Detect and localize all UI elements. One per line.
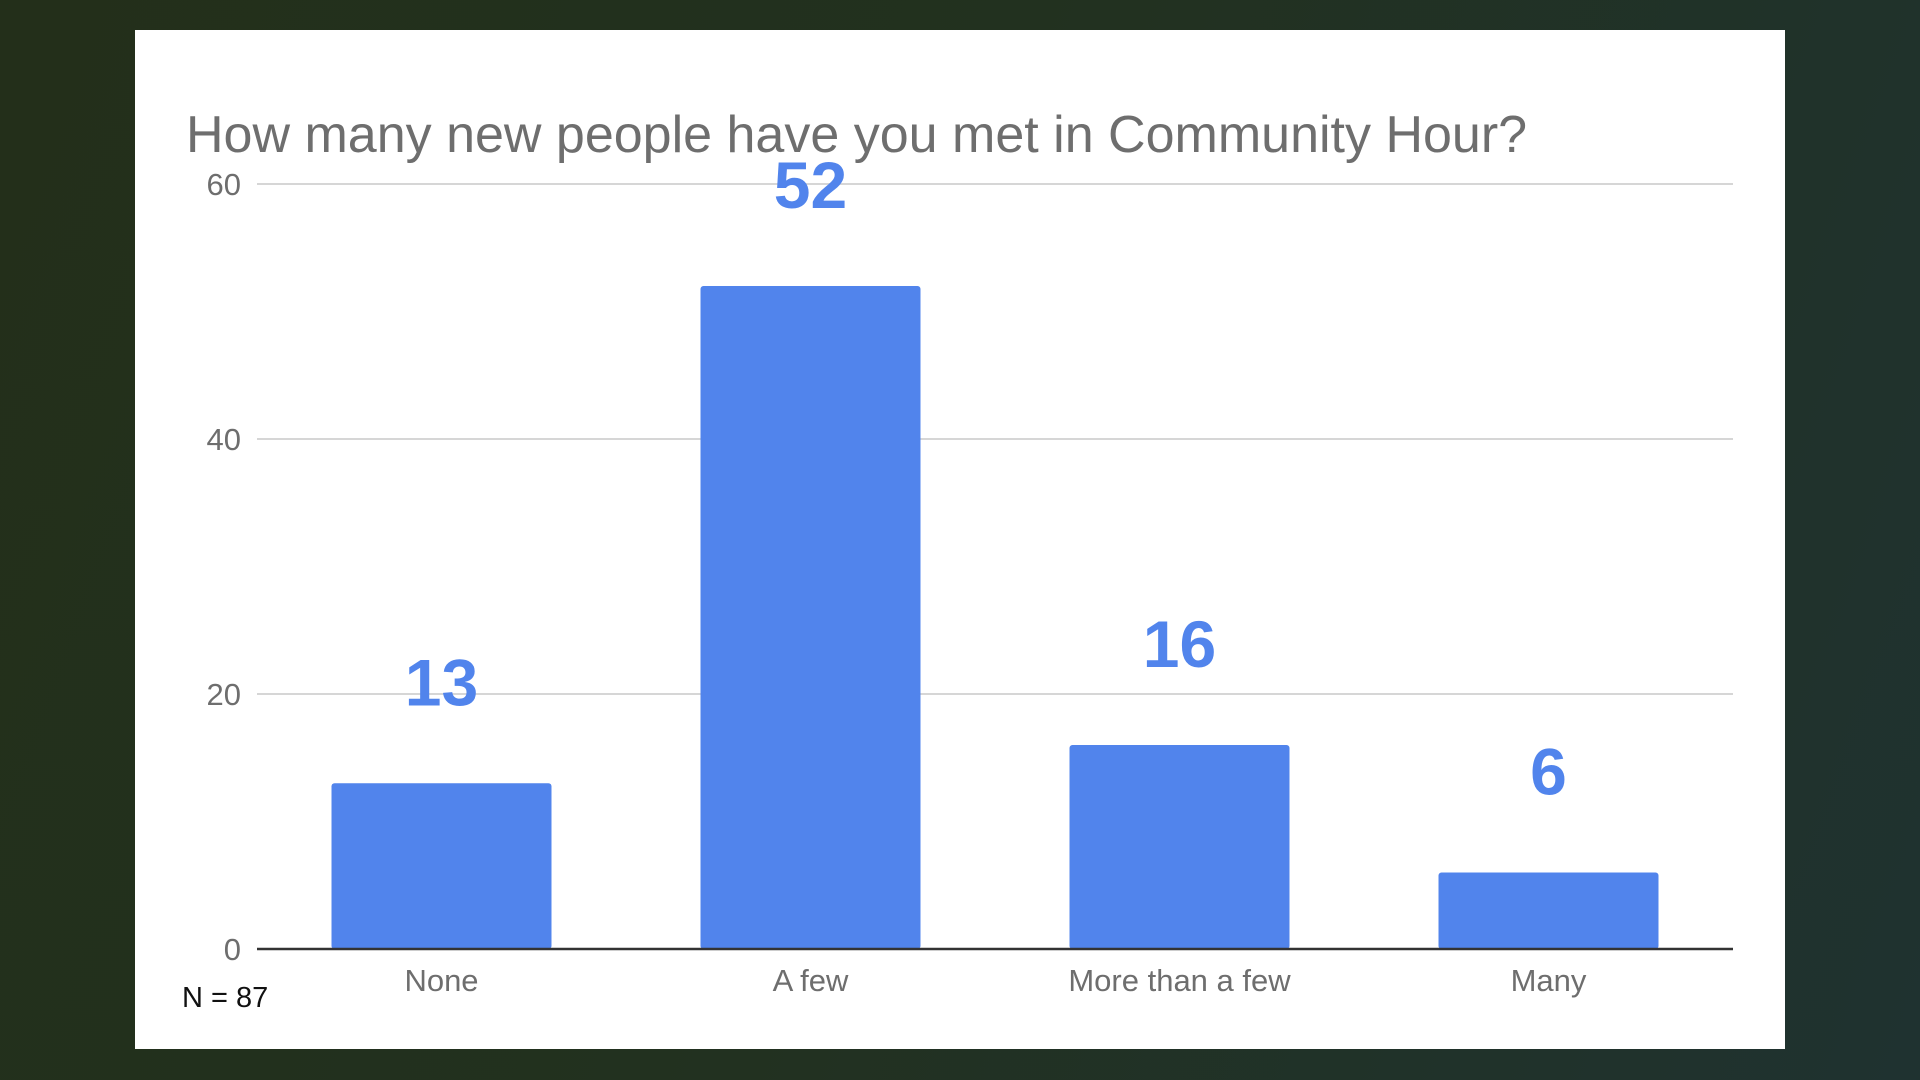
x-axis: None A few More than a few Many <box>257 947 1733 998</box>
data-labels: 13 52 16 6 <box>405 148 1567 809</box>
bar-more-than-a-few <box>1069 745 1290 949</box>
y-tick-label: 20 <box>207 677 241 712</box>
bar-many <box>1438 872 1659 949</box>
y-axis: 0 20 40 60 <box>207 167 241 967</box>
y-tick-label: 40 <box>207 422 241 457</box>
x-category-label: Many <box>1511 963 1587 998</box>
data-label: 6 <box>1530 735 1567 809</box>
bar-none <box>331 783 552 949</box>
chart-card: How many new people have you met in Comm… <box>135 30 1785 1049</box>
data-label: 52 <box>774 148 847 222</box>
y-tick-label: 0 <box>224 932 241 967</box>
bar-chart: How many new people have you met in Comm… <box>186 106 1733 998</box>
sample-size-note: N = 87 <box>182 982 269 1014</box>
data-label: 13 <box>405 645 478 719</box>
x-category-label: None <box>404 963 478 998</box>
x-category-label: A few <box>773 963 849 998</box>
data-label: 16 <box>1143 607 1216 681</box>
bars <box>331 286 1659 949</box>
x-category-label: More than a few <box>1068 963 1291 998</box>
bar-a-few <box>700 286 921 949</box>
chart-title: How many new people have you met in Comm… <box>186 106 1527 164</box>
y-tick-label: 60 <box>207 167 241 202</box>
gridlines <box>257 183 1733 695</box>
